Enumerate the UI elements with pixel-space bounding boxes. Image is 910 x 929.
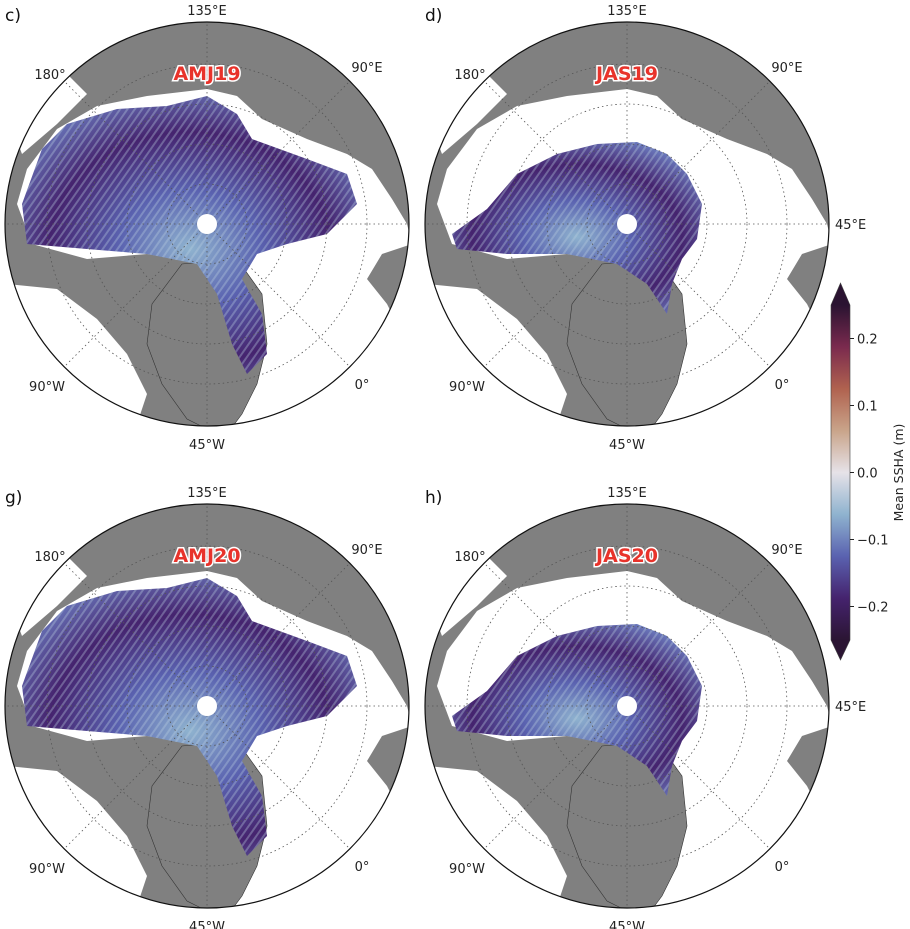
latitude-gridline: [46, 63, 368, 385]
lon-label-lon_135E: 135°E: [187, 4, 227, 19]
lon-label-lon_180: 180°: [34, 550, 65, 565]
lon-label-lon_90W: 90°W: [29, 862, 65, 877]
pole-hole: [197, 214, 217, 234]
latitude-gridline: [586, 183, 668, 265]
map-area: [425, 504, 829, 908]
bering-sea: [7, 556, 87, 636]
colorbar-tick-label: 0.2: [857, 333, 878, 348]
latitude-gridline: [466, 63, 788, 385]
panel-letter: g): [5, 488, 22, 508]
season-title: AMJ20: [173, 545, 240, 567]
lon-label-lon_90E: 90°E: [351, 61, 382, 76]
ssha-streaks: [452, 142, 702, 314]
lon-label-lon_0: 0°: [775, 860, 790, 875]
lon-label-lon_90E: 90°E: [351, 543, 382, 558]
lon-label-lon_135E: 135°E: [187, 486, 227, 501]
lon-label-lon_90W: 90°W: [449, 862, 485, 877]
lon-label-lon_180: 180°: [454, 550, 485, 565]
colorbar-extend-max: [831, 283, 850, 305]
map-panel-jas19: d) 135°E 180° 90°E 90°W 0° 45°W 45°E JAS19: [424, 4, 866, 453]
bering-sea: [427, 556, 507, 636]
colorbar-gradient: [831, 305, 850, 640]
latitude-gridline: [546, 625, 708, 787]
bering-sea: [7, 74, 87, 154]
lon-label-lon_0: 0°: [775, 378, 790, 393]
ssha-streaks: [22, 96, 357, 374]
lon-label-lon_45W: 45°W: [189, 438, 225, 453]
archipelago-channels: [427, 766, 567, 906]
map-boundary: [424, 21, 830, 427]
latitude-gridline: [86, 585, 328, 827]
lon-label-lon_45W: 45°W: [609, 920, 645, 929]
panel-letter: c): [5, 6, 21, 26]
season-title: JAS19: [594, 63, 658, 85]
lon-label-lon_135E: 135°E: [607, 4, 647, 19]
map-area: [425, 22, 829, 426]
lon-label-lon_45W: 45°W: [189, 920, 225, 929]
lon-label-lon_90W: 90°W: [29, 380, 65, 395]
archipelago-channels: [427, 284, 567, 424]
lon-label-lon_180: 180°: [454, 68, 485, 83]
latitude-gridline: [166, 183, 248, 265]
map-area: [5, 504, 409, 908]
colorbar-tick-label: 0.0: [857, 467, 878, 482]
latitude-gridline: [586, 665, 668, 747]
map-panel-amj20: g) 135°E 180° 90°E 90°W 0° 45°W AMJ20: [4, 486, 410, 929]
latitude-gridline: [46, 545, 368, 867]
panel-letter: h): [425, 488, 442, 508]
map-area: [5, 22, 409, 426]
pole-hole: [197, 696, 217, 716]
panel-letter: d): [425, 6, 442, 26]
ssha-streaks: [22, 578, 357, 856]
lon-label-lon_45E: 45°E: [835, 700, 866, 715]
latitude-gridline: [86, 103, 328, 345]
lon-label-lon_90E: 90°E: [771, 61, 802, 76]
lon-label-lon_90W: 90°W: [449, 380, 485, 395]
colorbar-tick-label: −0.2: [857, 601, 889, 616]
colorbar-tick-label: 0.1: [857, 400, 878, 415]
lon-label-lon_45W: 45°W: [609, 438, 645, 453]
latitude-gridline: [166, 665, 248, 747]
bering-sea: [427, 74, 507, 154]
map-boundary: [424, 503, 830, 909]
latitude-gridline: [506, 103, 748, 345]
lon-label-lon_0: 0°: [355, 378, 370, 393]
lon-label-lon_0: 0°: [355, 860, 370, 875]
archipelago-channels: [7, 284, 147, 424]
latitude-gridline: [126, 625, 288, 787]
pole-hole: [617, 696, 637, 716]
latitude-gridline: [126, 143, 288, 305]
ssha-streaks: [452, 624, 702, 796]
pole-hole: [617, 214, 637, 234]
map-panel-amj19: c) 135°E 180° 90°E 90°W 0° 45°W AMJ19: [4, 4, 410, 453]
season-title: AMJ19: [173, 63, 240, 85]
colorbar-tick-label: −0.1: [857, 534, 889, 549]
latitude-gridline: [546, 143, 708, 305]
map-panel-jas20: h) 135°E 180° 90°E 90°W 0° 45°W 45°E JAS20: [424, 486, 866, 929]
colorbar-extend-min: [831, 640, 850, 660]
lon-label-lon_45E: 45°E: [835, 218, 866, 233]
colorbar-label: Mean SSHA (m): [891, 424, 906, 522]
lon-label-lon_180: 180°: [34, 68, 65, 83]
latitude-gridline: [466, 545, 788, 867]
latitude-gridline: [506, 585, 748, 827]
archipelago-channels: [7, 766, 147, 906]
map-boundary: [4, 503, 410, 909]
season-title: JAS20: [594, 545, 658, 567]
lon-label-lon_90E: 90°E: [771, 543, 802, 558]
lon-label-lon_135E: 135°E: [607, 486, 647, 501]
map-boundary: [4, 21, 410, 427]
colorbar: 0.2 0.1 0.0 −0.1 −0.2 Mean SSHA (m): [830, 282, 906, 661]
colorbar-outline: [830, 282, 851, 661]
